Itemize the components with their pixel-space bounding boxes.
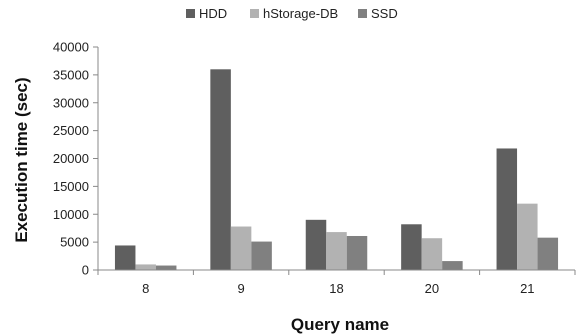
bar-hdd-18 (305, 219, 327, 270)
bar-ssd-18 (346, 235, 368, 270)
legend: HDD hStorage-DB SSD (186, 6, 398, 21)
y-tick-label: 20000 (53, 151, 89, 166)
y-tick-label: 30000 (53, 95, 89, 110)
x-tick-label: 8 (142, 281, 149, 296)
y-tick-label: 15000 (53, 179, 89, 194)
bar-ssd-21 (537, 237, 559, 270)
legend-swatch (358, 9, 367, 18)
bar-ssd-8 (155, 265, 177, 270)
legend-label: hStorage-DB (263, 6, 338, 21)
bar-hdd-21 (496, 148, 518, 270)
y-axis: 0 5000 10000 15000 20000 25000 30000 35000 40000 (53, 40, 99, 278)
y-tick-label: 0 (82, 263, 89, 278)
bar-hstorage-db-18 (326, 232, 347, 270)
x-tick-label: 9 (237, 281, 244, 296)
bar-hstorage-db-21 (517, 203, 538, 270)
y-tick-label: 25000 (53, 123, 89, 138)
bar-hdd-8 (114, 245, 136, 270)
bars (114, 69, 559, 270)
bar-ssd-20 (442, 261, 463, 270)
bar-hdd-9 (210, 69, 231, 270)
x-tick-label: 21 (520, 281, 534, 296)
legend-swatch (186, 9, 195, 18)
legend-label: HDD (199, 6, 227, 21)
bar-ssd-9 (251, 241, 272, 270)
x-tick-label: 20 (425, 281, 439, 296)
y-tick-label: 10000 (53, 207, 89, 222)
x-tick-label: 18 (329, 281, 343, 296)
legend-label: SSD (371, 6, 398, 21)
bar-hdd-20 (401, 224, 422, 270)
y-tick-label: 5000 (60, 235, 89, 250)
bar-hstorage-db-20 (421, 238, 443, 270)
x-axis: 8 9 18 20 21 (97, 269, 576, 296)
legend-swatch (250, 9, 259, 18)
x-axis-title: Query name (291, 315, 389, 334)
y-tick-label: 35000 (53, 67, 89, 82)
y-tick-label: 40000 (53, 40, 89, 55)
bar-hstorage-db-8 (135, 264, 156, 270)
bar-hstorage-db-9 (230, 226, 252, 270)
y-axis-title: Execution time (sec) (12, 77, 31, 242)
